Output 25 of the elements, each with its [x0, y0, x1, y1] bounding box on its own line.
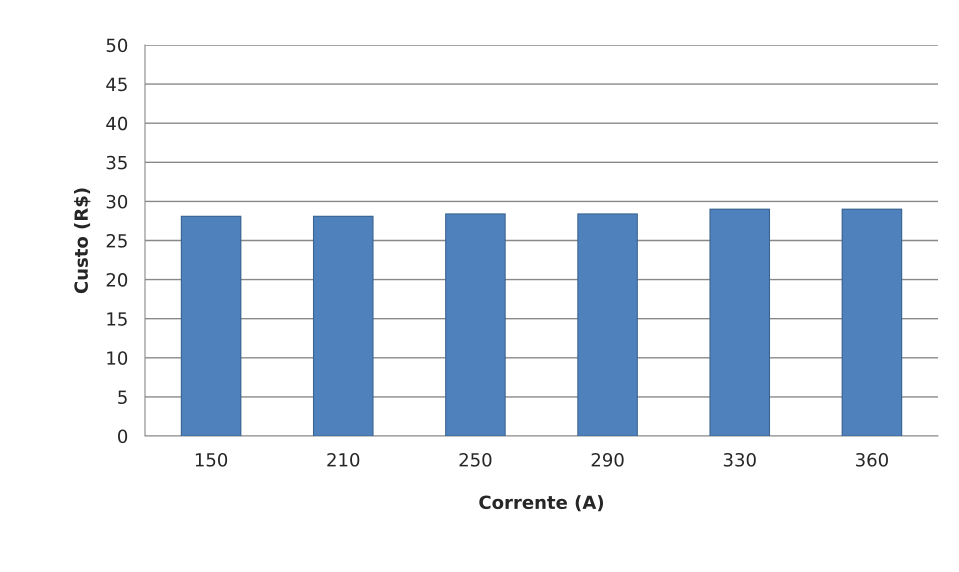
x-tick-label: 360 [856, 452, 888, 467]
y-tick-label: 50 [106, 38, 128, 52]
y-tick-label: 45 [106, 78, 127, 92]
y-tick-label: 10 [107, 351, 128, 365]
x-axis-title: Corrente (A) [479, 495, 604, 512]
y-tick-label: 15 [107, 312, 127, 326]
x-tick-label: 210 [327, 452, 360, 467]
bar [709, 208, 770, 436]
y-tick-label: 35 [106, 156, 127, 170]
y-tick-label: 5 [118, 390, 127, 404]
x-tick-label: 250 [460, 452, 492, 467]
bar [312, 216, 374, 436]
y-tick-label: 30 [106, 194, 128, 209]
y-axis-title: Custo (R$) [74, 188, 90, 294]
x-tick-label: 290 [592, 452, 624, 467]
bar [180, 216, 242, 436]
bar [842, 208, 902, 436]
bar [445, 213, 506, 436]
bar [577, 213, 638, 436]
y-tick-label: 0 [118, 429, 128, 444]
x-tick-label: 150 [196, 452, 228, 467]
y-tick-label: 20 [106, 273, 128, 287]
y-tick-label: 25 [106, 234, 127, 248]
y-tick-label: 40 [106, 116, 128, 130]
x-tick-label: 330 [724, 452, 756, 467]
